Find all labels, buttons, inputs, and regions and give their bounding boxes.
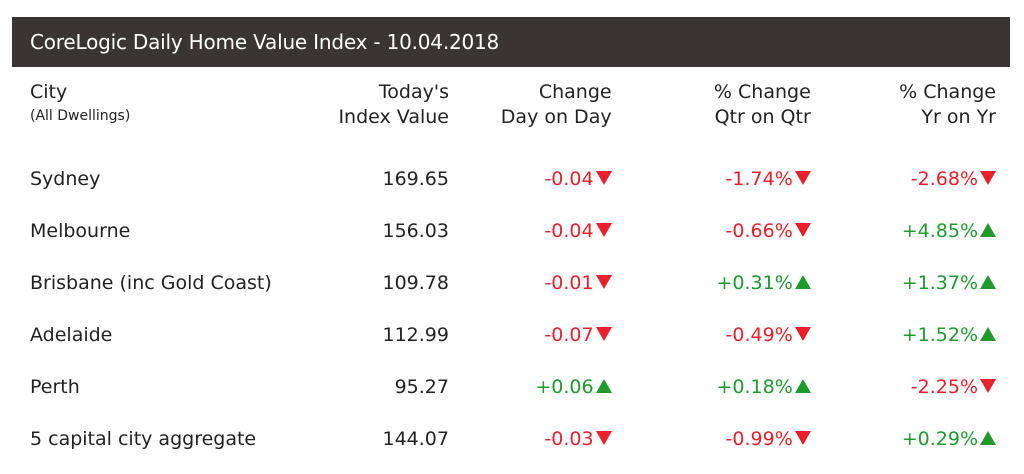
up-arrow-icon [595, 378, 612, 393]
index-value-cell: 95.27 [394, 376, 449, 398]
qtr-change-value: +0.31% [716, 272, 793, 294]
day-change-value: -0.01 [544, 272, 594, 294]
down-arrow-icon [595, 430, 612, 445]
down-arrow-icon [595, 222, 612, 237]
up-arrow-icon [980, 430, 996, 445]
down-arrow-icon [595, 326, 612, 341]
header-city-label: City [30, 81, 68, 103]
header-index-value: Today's Index Value [286, 67, 449, 153]
yr-change-value: +1.37% [901, 272, 978, 294]
table-body: Sydney 169.65 -0.04 -1.74% -2.68% Melbou… [12, 153, 1010, 465]
day-change-cell: -0.01 [449, 257, 612, 309]
qtr-change-cell: +0.31% [612, 257, 811, 309]
down-arrow-icon [794, 222, 811, 237]
index-value-cell: 156.03 [382, 220, 449, 242]
table-row: 5 capital city aggregate 144.07 -0.03 -0… [12, 413, 1010, 465]
header-yr-line2: Yr on Yr [921, 106, 996, 128]
yr-change-cell: +4.85% [811, 205, 1010, 257]
up-arrow-icon [794, 378, 811, 393]
city-cell: Adelaide [30, 324, 113, 346]
day-change-cell: -0.04 [449, 153, 612, 205]
qtr-change-cell: -1.74% [612, 153, 811, 205]
down-arrow-icon [794, 326, 811, 341]
yr-change-value: -2.68% [910, 168, 978, 190]
header-day-line1: Change [538, 81, 612, 103]
index-value-cell: 112.99 [382, 324, 449, 346]
yr-change-cell: +1.52% [811, 309, 1010, 361]
index-value-cell: 169.65 [382, 168, 449, 190]
header-yr-line1: % Change [899, 81, 996, 103]
yr-change-value: +0.29% [901, 428, 978, 450]
city-cell: 5 capital city aggregate [30, 428, 257, 450]
yr-change-cell: +1.37% [811, 257, 1010, 309]
yr-change-cell: +0.29% [811, 413, 1010, 465]
page-title: CoreLogic Daily Home Value Index - 10.04… [12, 17, 1010, 67]
header-qtr-line1: % Change [713, 81, 811, 103]
up-arrow-icon [980, 326, 996, 341]
down-arrow-icon [980, 378, 996, 393]
header-city: City (All Dwellings) [12, 67, 286, 153]
down-arrow-icon [794, 170, 811, 185]
table-row: Brisbane (inc Gold Coast) 109.78 -0.01 +… [12, 257, 1010, 309]
header-index-line1: Today's [378, 81, 449, 103]
header-change-qtr: % Change Qtr on Qtr [612, 67, 811, 153]
city-cell: Brisbane (inc Gold Coast) [30, 272, 272, 294]
up-arrow-icon [980, 222, 996, 237]
yr-change-value: +1.52% [901, 324, 978, 346]
qtr-change-cell: -0.99% [612, 413, 811, 465]
header-change-yr: % Change Yr on Yr [811, 67, 1010, 153]
qtr-change-value: -0.49% [725, 324, 793, 346]
table-header-row: City (All Dwellings) Today's Index Value… [12, 67, 1010, 153]
header-change-day: Change Day on Day [449, 67, 612, 153]
day-change-cell: -0.04 [449, 205, 612, 257]
down-arrow-icon [794, 430, 811, 445]
qtr-change-value: -1.74% [725, 168, 793, 190]
day-change-cell: -0.03 [449, 413, 612, 465]
up-arrow-icon [794, 274, 811, 289]
index-table: City (All Dwellings) Today's Index Value… [12, 67, 1010, 465]
yr-change-value: +4.85% [901, 220, 978, 242]
city-cell: Melbourne [30, 220, 131, 242]
city-cell: Sydney [30, 168, 101, 190]
down-arrow-icon [595, 274, 612, 289]
index-value-cell: 109.78 [382, 272, 449, 294]
header-day-line2: Day on Day [500, 106, 612, 128]
table-row: Perth 95.27 +0.06 +0.18% -2.25% [12, 361, 1010, 413]
qtr-change-cell: -0.49% [612, 309, 811, 361]
day-change-cell: -0.07 [449, 309, 612, 361]
down-arrow-icon [595, 170, 612, 185]
day-change-value: -0.04 [544, 220, 594, 242]
qtr-change-cell: +0.18% [612, 361, 811, 413]
up-arrow-icon [980, 274, 996, 289]
day-change-value: +0.06 [535, 376, 594, 398]
table-row: Adelaide 112.99 -0.07 -0.49% +1.52% [12, 309, 1010, 361]
day-change-value: -0.03 [544, 428, 594, 450]
table-row: Melbourne 156.03 -0.04 -0.66% +4.85% [12, 205, 1010, 257]
qtr-change-cell: -0.66% [612, 205, 811, 257]
down-arrow-icon [980, 170, 996, 185]
yr-change-cell: -2.68% [811, 153, 1010, 205]
header-qtr-line2: Qtr on Qtr [714, 106, 811, 128]
qtr-change-value: -0.99% [725, 428, 793, 450]
table-row: Sydney 169.65 -0.04 -1.74% -2.68% [12, 153, 1010, 205]
qtr-change-value: -0.66% [725, 220, 793, 242]
day-change-value: -0.04 [544, 168, 594, 190]
yr-change-value: -2.25% [910, 376, 978, 398]
qtr-change-value: +0.18% [716, 376, 793, 398]
day-change-cell: +0.06 [449, 361, 612, 413]
header-index-line2: Index Value [338, 106, 449, 128]
day-change-value: -0.07 [544, 324, 594, 346]
header-city-sublabel: (All Dwellings) [30, 108, 131, 124]
index-panel: CoreLogic Daily Home Value Index - 10.04… [12, 17, 1010, 465]
city-cell: Perth [30, 376, 80, 398]
index-value-cell: 144.07 [382, 428, 449, 450]
yr-change-cell: -2.25% [811, 361, 1010, 413]
